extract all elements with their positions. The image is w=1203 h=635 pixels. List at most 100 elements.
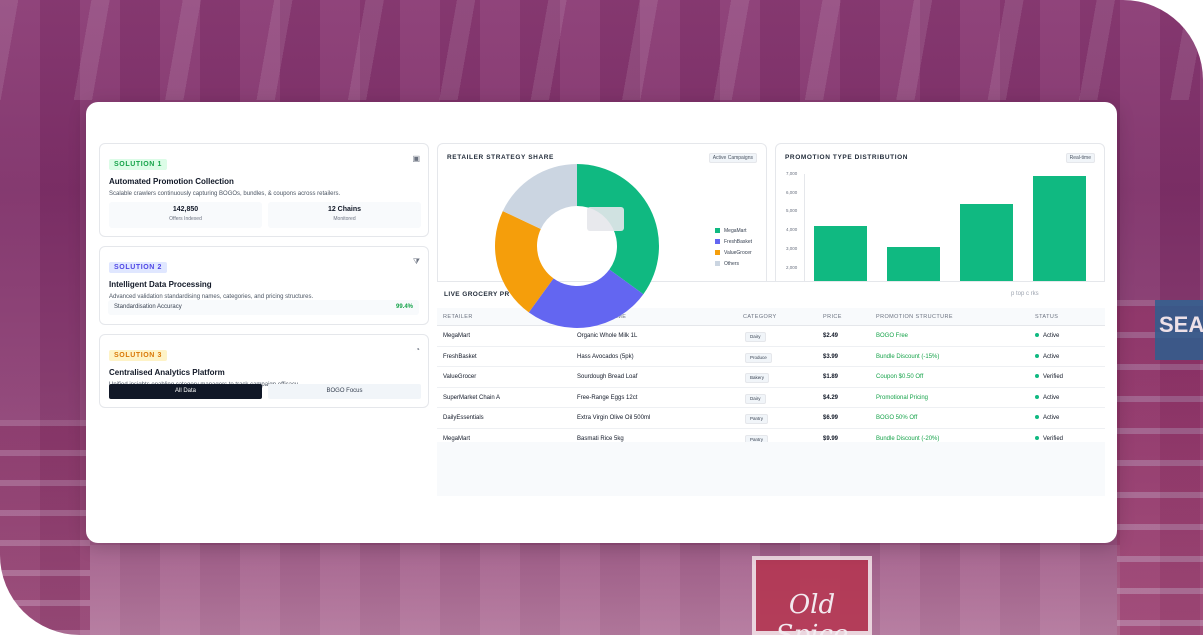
store-sign: SEAFO: [1155, 300, 1203, 360]
status-dot: [1035, 353, 1039, 358]
category-badge: Dairy: [745, 393, 766, 404]
cell-status: Active: [1035, 326, 1059, 346]
cell-retailer: MegaMart: [443, 333, 471, 339]
header-retailer[interactable]: RETAILER: [443, 314, 473, 320]
y-tick-label: 5,000: [786, 208, 798, 214]
cell-product: Extra Virgin Olive Oil 500ml: [577, 415, 651, 421]
ceiling-lights: [0, 0, 1203, 100]
pie-slice-others[interactable]: [502, 164, 577, 229]
y-tick-label: 7,000: [786, 171, 798, 176]
panel-title: PROMOTION TYPE DISTRIBUTION: [785, 154, 909, 161]
y-tick-label: 4,000: [786, 227, 798, 233]
all-data-button[interactable]: All Data: [109, 384, 262, 399]
cell-price: $4.29: [823, 394, 839, 401]
legend-swatch: [715, 250, 720, 256]
cell-promotion: Bundle Discount (-15%): [876, 353, 940, 360]
status-text: Active: [1043, 333, 1060, 339]
promotion-distribution-panel: PROMOTION TYPE DISTRIBUTION Real-time 1,…: [775, 143, 1106, 305]
accuracy-value: 99.4%: [395, 304, 413, 310]
header-promotion[interactable]: PROMOTION STRUCTURE: [876, 314, 953, 320]
header-status[interactable]: STATUS: [1035, 314, 1059, 320]
solution-1-panel: SOLUTION 1 ▣ Automated Promotion Collect…: [99, 143, 429, 237]
stat-label: Monitored: [333, 216, 356, 222]
category-badge: Dairy: [745, 332, 766, 342]
cell-product: Sourdough Bread Loaf: [577, 374, 638, 380]
solution-title: Automated Promotion Collection: [109, 177, 234, 186]
category-badge: Produce: [745, 352, 772, 363]
accuracy-row: Standardisation Accuracy 99.4%: [108, 300, 419, 315]
accuracy-label: Standardisation Accuracy: [114, 304, 182, 310]
status-text: Verified: [1043, 435, 1064, 442]
solution-tag: SOLUTION 1: [109, 159, 168, 170]
pie-slice-freshbasket[interactable]: [528, 269, 644, 328]
cell-promotion: Bundle Discount (-20%): [876, 435, 940, 442]
old-spice-sign: Old Spice: [752, 556, 872, 635]
donut-chart: [495, 164, 659, 328]
realtime-badge[interactable]: Real-time: [1065, 153, 1095, 163]
header-price[interactable]: PRICE: [823, 314, 842, 320]
cell-status: Active: [1035, 347, 1059, 367]
solution-description: Advanced validation standardising names,…: [109, 294, 314, 300]
cell-status: Active: [1035, 388, 1059, 408]
cell-retailer: FreshBasket: [443, 353, 477, 360]
cell-retailer: ValueGrocer: [443, 374, 477, 380]
status-text: Active: [1043, 394, 1060, 401]
table-row[interactable]: DailyEssentials Extra Virgin Olive Oil 50…: [437, 408, 1105, 429]
stat-label: Offers Indexed: [169, 216, 202, 222]
status-dot: [1035, 333, 1039, 338]
chains-monitored-stat: 12 Chains Monitored: [268, 202, 421, 228]
cell-promotion: BOGO Free: [876, 333, 909, 339]
pie-legend: MegaMart FreshBasket ValueGrocer Others: [715, 228, 752, 272]
table-row[interactable]: MegaMart Organic Whole Milk 1L Dairy $2.49 B…: [437, 326, 1105, 347]
cell-price: $3.99: [823, 353, 839, 360]
status-text: Verified: [1043, 374, 1064, 380]
solution-tag: SOLUTION 2: [109, 262, 168, 273]
table-footer: [437, 442, 1105, 496]
robot-icon: ▣: [412, 154, 420, 163]
cell-retailer: DailyEssentials: [443, 415, 484, 421]
status-dot: [1035, 394, 1039, 399]
legend-swatch: [715, 261, 720, 267]
cell-promotion: Coupon $0.50 Off: [876, 374, 924, 380]
status-dot: [1035, 435, 1039, 440]
cell-product: Organic Whole Milk 1L: [577, 333, 638, 339]
solution-3-panel: SOLUTION 3 ◔ Centralised Analytics Platf…: [99, 334, 429, 408]
solution-description: Scalable crawlers continuously capturing…: [109, 191, 341, 197]
solution-2-panel: SOLUTION 2 ⧩ Intelligent Data Processing…: [99, 246, 429, 325]
panel-title: RETAILER STRATEGY SHARE: [447, 154, 554, 161]
table-row[interactable]: SuperMarket Chain A Free-Range Eggs 12ct D…: [437, 388, 1105, 408]
bogo-focus-button[interactable]: BOGO Focus: [268, 384, 421, 399]
cell-status: Verified: [1035, 367, 1063, 387]
cell-retailer: MegaMart: [443, 435, 471, 442]
legend-label: FreshBasket: [724, 239, 753, 245]
solution-tag: SOLUTION 3: [109, 350, 168, 361]
cell-status: Active: [1035, 408, 1059, 428]
stat-value: 142,850: [172, 206, 199, 213]
y-tick-label: 6,000: [786, 189, 798, 195]
cell-price: $1.89: [823, 374, 839, 380]
store-floor: [90, 545, 1120, 635]
header-category[interactable]: CATEGORY: [743, 314, 777, 320]
solution-title: Intelligent Data Processing: [109, 280, 212, 289]
stat-value: 12 Chains: [327, 206, 362, 213]
cell-price: $2.49: [823, 333, 839, 339]
shelf-left: [0, 420, 90, 635]
table-row[interactable]: FreshBasket Hass Avocados (5pk) Produce $3.…: [437, 347, 1105, 367]
live-promotions-table: LIVE GROCERY PR p top c rks RETAILER PRO…: [437, 281, 1105, 496]
solution-title: Centralised Analytics Platform: [109, 368, 225, 377]
legend-item-others: Others: [715, 261, 752, 272]
status-text: Active: [1043, 415, 1060, 421]
active-campaigns-badge[interactable]: Active Campaigns: [708, 153, 757, 163]
legend-item-valuegrocer: ValueGrocer: [715, 250, 752, 261]
status-dot: [1035, 374, 1039, 379]
table-hint: p top c rks: [1011, 291, 1039, 297]
legend-swatch: [715, 228, 720, 234]
legend-label: Others: [724, 261, 740, 267]
pie-slice-valuegrocer[interactable]: [495, 211, 554, 313]
table-row[interactable]: ValueGrocer Sourdough Bread Loaf Bakery $1.…: [437, 367, 1105, 388]
category-badge: Pantry: [745, 414, 769, 424]
y-axis: [804, 174, 805, 305]
category-badge: Bakery: [745, 373, 770, 383]
cell-promotion: BOGO 50% Off: [876, 415, 918, 421]
